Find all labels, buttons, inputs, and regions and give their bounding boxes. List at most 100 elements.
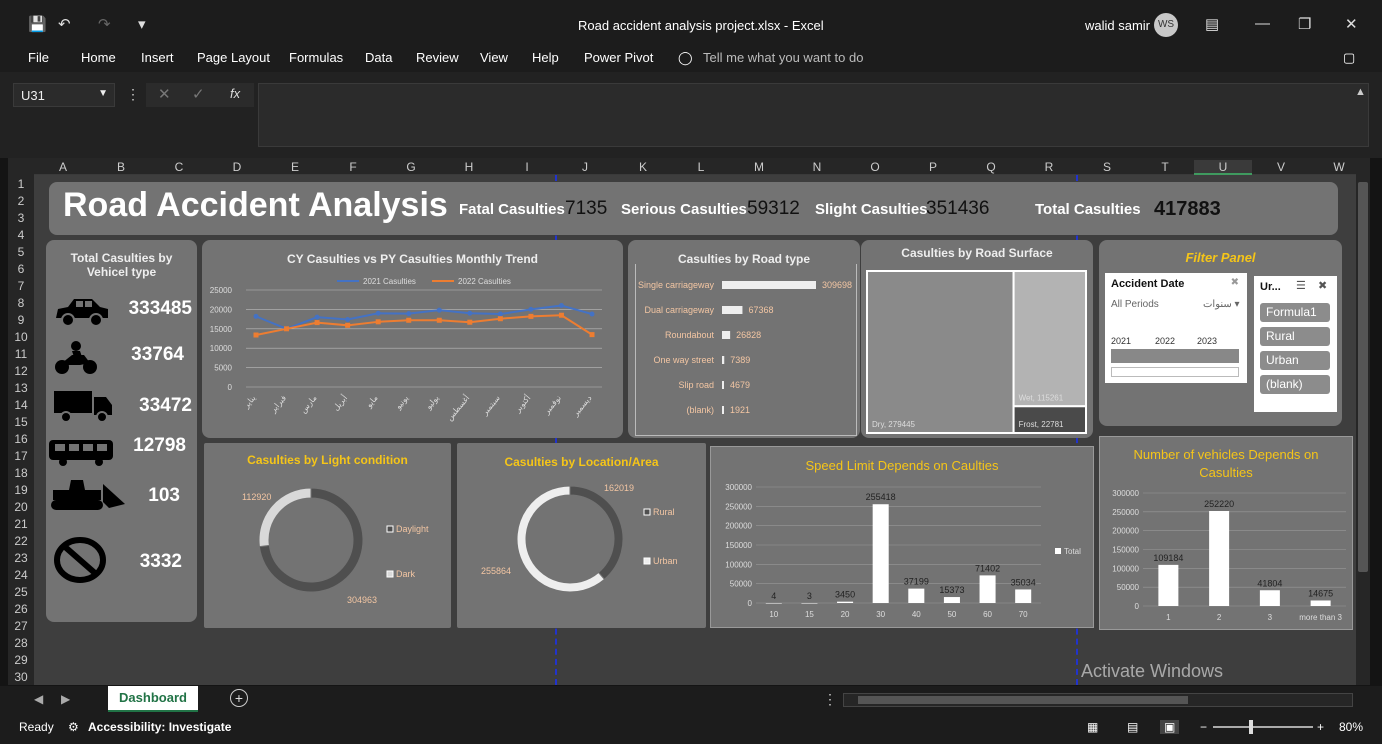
row-header[interactable]: 19: [14, 483, 28, 497]
multi-select-icon[interactable]: ☰: [1296, 280, 1306, 292]
accessibility-status[interactable]: Accessibility: Investigate: [88, 720, 232, 734]
column-header[interactable]: F: [349, 160, 357, 174]
row-header[interactable]: 22: [14, 534, 28, 548]
tell-me-search[interactable]: Tell me what you want to do: [703, 50, 864, 65]
row-header[interactable]: 9: [17, 313, 25, 327]
row-header[interactable]: 10: [14, 330, 28, 344]
column-header[interactable]: S: [1102, 160, 1111, 174]
tab-help[interactable]: Help: [532, 50, 559, 65]
row-header[interactable]: 23: [14, 551, 28, 565]
row-header[interactable]: 6: [17, 262, 25, 276]
road-surface-chart[interactable]: Casulties by Road Surface Dry, 279445 Wet…: [861, 240, 1093, 438]
add-sheet-icon[interactable]: +: [230, 689, 248, 707]
tab-data[interactable]: Data: [365, 50, 393, 65]
column-header[interactable]: M: [754, 160, 764, 174]
zoom-in-icon[interactable]: +: [1317, 720, 1325, 734]
period-unit-select[interactable]: سنوات ▾: [1203, 299, 1240, 310]
column-header[interactable]: A: [58, 160, 67, 174]
column-header[interactable]: E: [290, 160, 299, 174]
column-header[interactable]: W: [1333, 160, 1345, 174]
column-header[interactable]: N: [812, 160, 822, 174]
scroll-left-icon[interactable]: ◀: [34, 692, 44, 706]
row-header[interactable]: 25: [14, 585, 28, 599]
quick-access-menu-icon[interactable]: ▾: [138, 16, 146, 33]
clear-filter-icon[interactable]: ✖: [1230, 277, 1239, 288]
row-header[interactable]: 12: [14, 364, 28, 378]
collapse-formula-icon[interactable]: ▲: [1355, 86, 1366, 98]
row-header[interactable]: 13: [14, 381, 28, 395]
column-header[interactable]: J: [582, 160, 588, 174]
chevron-down-icon[interactable]: ▼: [98, 88, 108, 99]
tab-insert[interactable]: Insert: [141, 50, 174, 65]
column-header[interactable]: H: [464, 160, 474, 174]
formula-input[interactable]: [258, 83, 1369, 147]
column-header[interactable]: U: [1194, 160, 1252, 175]
row-header[interactable]: 27: [14, 619, 28, 633]
column-header[interactable]: I: [525, 160, 529, 174]
column-header[interactable]: O: [870, 160, 880, 174]
row-header[interactable]: 20: [14, 500, 28, 514]
close-icon[interactable]: ✕: [1345, 16, 1358, 33]
minimize-icon[interactable]: —: [1255, 15, 1270, 32]
column-header[interactable]: V: [1276, 160, 1285, 174]
zoom-level[interactable]: 80%: [1339, 720, 1364, 734]
cancel-icon[interactable]: ✕: [158, 86, 171, 103]
column-header[interactable]: G: [406, 160, 416, 174]
row-header[interactable]: 18: [14, 466, 28, 480]
restore-icon[interactable]: ❐: [1298, 16, 1312, 33]
sheet-tab-dashboard[interactable]: Dashboard: [108, 686, 198, 712]
avatar[interactable]: WS: [1154, 13, 1178, 37]
row-header[interactable]: 21: [14, 517, 28, 531]
speed-limit-chart[interactable]: Speed Limit Depends on Caulties 300000 25…: [710, 446, 1094, 628]
timeline-scrollbar[interactable]: [1111, 367, 1239, 377]
scrollbar-thumb[interactable]: [1358, 182, 1368, 572]
column-header[interactable]: P: [928, 160, 937, 174]
slicer-item[interactable]: Urban: [1260, 351, 1330, 370]
row-header[interactable]: 16: [14, 432, 28, 446]
column-header[interactable]: R: [1044, 160, 1054, 174]
tab-power-pivot[interactable]: Power Pivot: [584, 50, 654, 65]
zoom-out-icon[interactable]: −: [1200, 720, 1208, 734]
row-header[interactable]: 28: [14, 636, 28, 650]
vehicles-count-chart[interactable]: Number of vehicles Depends on Casulties …: [1099, 436, 1353, 630]
redo-icon[interactable]: ↷: [98, 16, 111, 33]
row-header[interactable]: 24: [14, 568, 28, 582]
road-type-chart[interactable]: Casulties by Road type Single carriagewa…: [628, 240, 860, 438]
normal-view-icon[interactable]: ▦: [1087, 720, 1099, 734]
tab-file[interactable]: File: [28, 50, 49, 65]
tab-formulas[interactable]: Formulas: [289, 50, 344, 65]
row-header[interactable]: 29: [14, 653, 28, 667]
row-header[interactable]: 1: [17, 177, 25, 191]
insert-function-icon[interactable]: fx: [230, 86, 241, 101]
save-icon[interactable]: 💾: [28, 16, 47, 33]
monthly-trend-chart[interactable]: CY Casulties vs PY Casulties Monthly Tre…: [202, 240, 623, 438]
zoom-slider-thumb[interactable]: [1249, 720, 1253, 734]
row-header[interactable]: 2: [17, 194, 25, 208]
tab-home[interactable]: Home: [81, 50, 116, 65]
ribbon-display-icon[interactable]: ▤: [1205, 16, 1220, 33]
light-condition-chart[interactable]: Casulties by Light condition 304963 Dayli…: [204, 443, 451, 628]
horizontal-scrollbar[interactable]: [843, 693, 1353, 707]
slicer-item[interactable]: Formula1: [1260, 303, 1330, 322]
select-all-corner[interactable]: [8, 158, 34, 175]
vertical-scrollbar[interactable]: [1356, 158, 1370, 685]
comments-icon[interactable]: ▢: [1343, 50, 1356, 65]
column-header[interactable]: T: [1161, 160, 1169, 174]
timeline-slicer[interactable]: Accident Date ✖ All Periods سنوات ▾ 2021…: [1105, 273, 1247, 383]
column-header[interactable]: K: [638, 160, 647, 174]
row-header[interactable]: 11: [14, 347, 28, 361]
slicer-item[interactable]: (blank): [1260, 375, 1330, 394]
row-header[interactable]: 3: [17, 211, 25, 225]
enter-icon[interactable]: ✓: [192, 86, 205, 103]
row-header[interactable]: 14: [14, 398, 28, 412]
column-header[interactable]: D: [232, 160, 242, 174]
row-header[interactable]: 30: [14, 670, 28, 684]
row-header[interactable]: 15: [14, 415, 28, 429]
slicer-item[interactable]: Rural: [1260, 327, 1330, 346]
page-layout-icon[interactable]: ▤: [1127, 720, 1139, 734]
column-header[interactable]: Q: [986, 160, 996, 174]
row-header[interactable]: 7: [17, 279, 25, 293]
row-header[interactable]: 4: [17, 228, 25, 242]
name-box[interactable]: U31 ▼: [13, 83, 115, 107]
clear-filter-icon[interactable]: ✖: [1318, 280, 1328, 292]
